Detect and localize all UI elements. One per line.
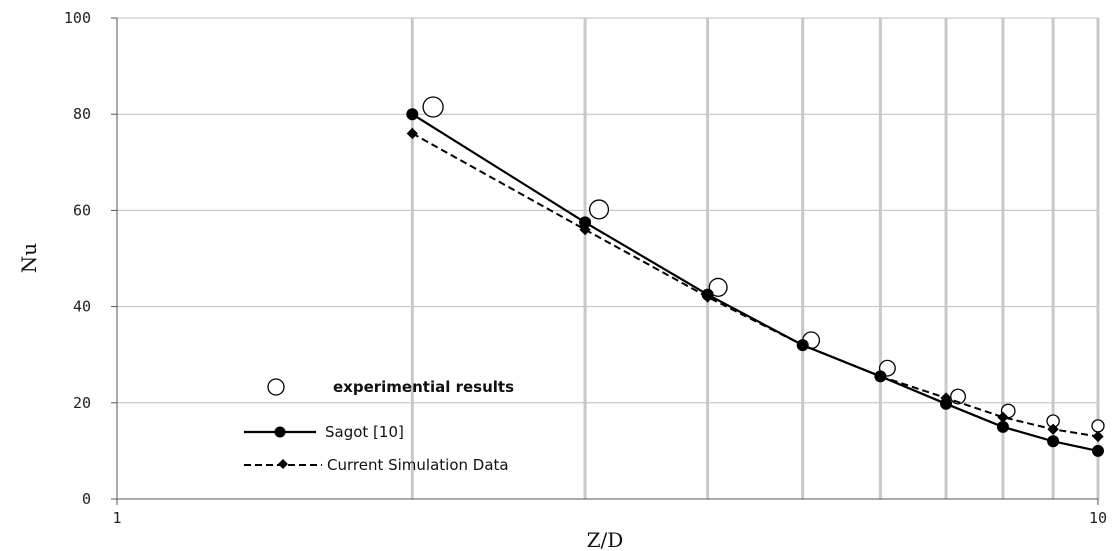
series-2-point-5 (940, 392, 952, 404)
legend-experimental-label: experimential results (333, 378, 514, 396)
series-0-point-0 (422, 96, 444, 118)
x-tick-label-1: 1 (112, 509, 121, 527)
y-tick-label-0: 0 (82, 490, 91, 508)
y-axis-title: Nu (17, 243, 41, 274)
plot-axes: 0 20 40 60 80 100 1 10 (64, 9, 1107, 527)
series-2-point-3 (797, 339, 809, 351)
series-0-point-1 (588, 199, 610, 220)
series-1-line (411, 113, 1099, 452)
plot-grid (117, 17, 1100, 499)
series-2-line (411, 132, 1099, 438)
series-2-point-7 (1047, 423, 1059, 435)
series-2-point-2 (701, 291, 714, 303)
legend-sagot-marker (274, 426, 286, 438)
y-tick-label-40: 40 (73, 298, 91, 316)
y-tick-label-20: 20 (73, 394, 91, 412)
series-0-point-2 (708, 277, 728, 297)
x-axis-title: Z/D (587, 528, 624, 551)
series-layer (406, 96, 1105, 457)
series-1-point-8 (1092, 444, 1104, 457)
series-1-point-6 (996, 420, 1009, 433)
legend-simulation-label: Current Simulation Data (327, 456, 509, 474)
series-2-point-8 (1092, 430, 1104, 443)
legend-experimental-marker (267, 378, 285, 396)
legend: experimential results Sagot [10] Current… (244, 378, 514, 474)
series-1-point-7 (1047, 435, 1060, 448)
x-tick-label-10: 10 (1089, 509, 1107, 527)
legend-sagot-label: Sagot [10] (325, 423, 404, 441)
series-2-point-0 (406, 127, 418, 140)
series-1-point-1 (579, 216, 592, 229)
y-tick-label-100: 100 (64, 9, 91, 27)
legend-simulation-marker (278, 459, 288, 469)
series-2-point-4 (874, 370, 887, 383)
series-1-point-0 (406, 108, 419, 121)
series-2-point-1 (579, 223, 591, 236)
y-tick-label-60: 60 (73, 201, 91, 219)
series-2-point-6 (997, 411, 1009, 423)
series-0-point-8 (1091, 419, 1105, 433)
y-tick-label-80: 80 (73, 105, 91, 123)
series-1-point-5 (940, 397, 953, 410)
